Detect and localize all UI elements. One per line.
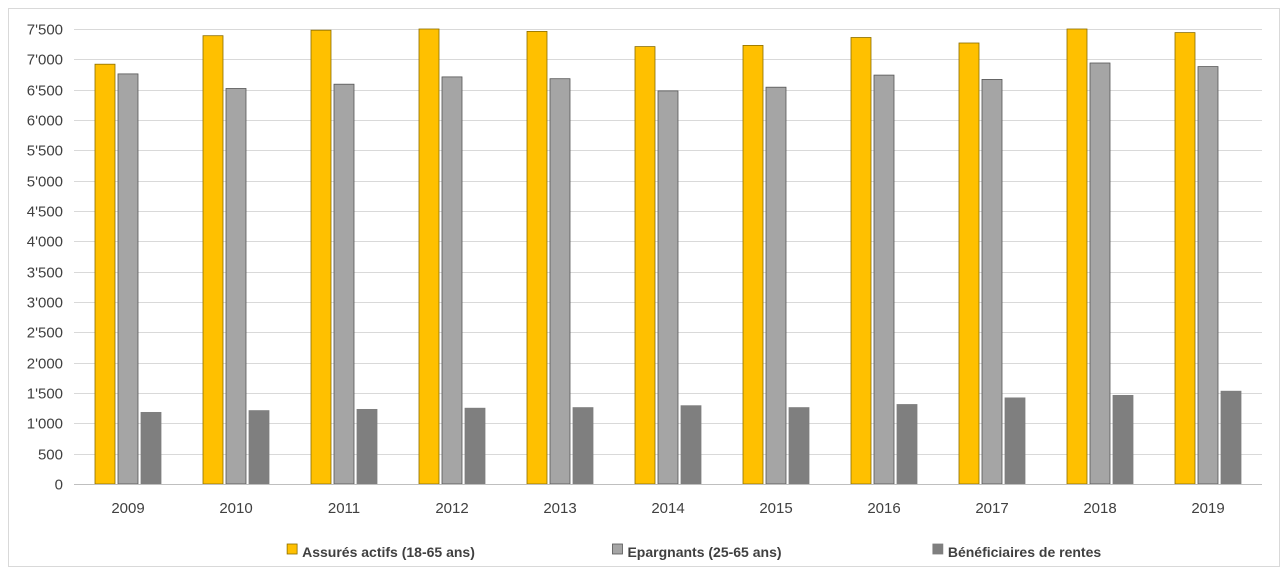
x-tick-label: 2017 bbox=[975, 500, 1008, 517]
bar-3-2017 bbox=[1004, 397, 1026, 485]
bar-1-2016 bbox=[850, 37, 872, 485]
bar-1-2014 bbox=[634, 46, 656, 485]
bar-2-2017 bbox=[981, 79, 1003, 485]
bar-2-2012 bbox=[441, 76, 463, 485]
x-tick-label: 2011 bbox=[328, 500, 360, 517]
legend-item: Bénéficiaires de rentes bbox=[932, 543, 1102, 560]
bar-1-2011 bbox=[310, 29, 332, 485]
x-tick-label: 2015 bbox=[759, 500, 792, 517]
x-tick-label: 2018 bbox=[1083, 500, 1116, 517]
bar-1-2018 bbox=[1066, 28, 1088, 485]
x-tick-label: 2009 bbox=[111, 500, 144, 517]
y-tick-label: 1'500 bbox=[27, 386, 63, 403]
bar-2-2016 bbox=[873, 74, 895, 485]
bar-1-2019 bbox=[1174, 32, 1196, 485]
legend: Assurés actifs (18-65 ans) Epargnants (25… bbox=[286, 543, 1102, 560]
bar-2-2014 bbox=[657, 90, 679, 485]
bar-3-2009 bbox=[140, 411, 162, 485]
bar-1-2015 bbox=[742, 45, 764, 485]
legend-label: Epargnants (25-65 ans) bbox=[627, 544, 781, 560]
legend-swatch bbox=[612, 543, 623, 555]
x-tick-label: 2012 bbox=[435, 500, 468, 517]
bar-3-2015 bbox=[788, 407, 810, 485]
bar-3-2011 bbox=[356, 408, 378, 485]
y-tick-label: 3'000 bbox=[27, 295, 63, 312]
y-tick-label: 4'500 bbox=[27, 204, 63, 221]
x-tick-label: 2013 bbox=[543, 500, 576, 517]
x-tick-label: 2016 bbox=[867, 500, 900, 517]
legend-item: Assurés actifs (18-65 ans) bbox=[286, 543, 475, 560]
bar-1-2009 bbox=[94, 63, 116, 485]
y-tick-label: 6'500 bbox=[27, 83, 63, 100]
bar-1-2010 bbox=[202, 35, 224, 485]
axes: 0 500 1'000 1'500 2'000 2'500 3'000 3'500 4'000 4… bbox=[27, 22, 1262, 517]
legend-item: Epargnants (25-65 ans) bbox=[612, 543, 782, 560]
bar-3-2010 bbox=[248, 410, 270, 485]
bar-2-2013 bbox=[549, 78, 571, 485]
bars bbox=[94, 28, 1242, 485]
y-tick-label: 5'500 bbox=[27, 143, 63, 160]
y-tick-label: 2'000 bbox=[27, 356, 63, 373]
bar-1-2017 bbox=[958, 42, 980, 485]
bar-3-2012 bbox=[464, 407, 486, 485]
bar-3-2016 bbox=[896, 404, 918, 485]
x-tick-label: 2014 bbox=[651, 500, 684, 517]
bar-3-2013 bbox=[572, 407, 594, 485]
bar-1-2013 bbox=[526, 30, 548, 485]
bar-3-2018 bbox=[1112, 394, 1134, 485]
legend-swatch bbox=[286, 543, 298, 555]
y-tick-label: 0 bbox=[55, 477, 63, 494]
y-tick-label: 7'500 bbox=[27, 22, 63, 39]
bar-2-2019 bbox=[1197, 66, 1219, 485]
x-tick-label: 2010 bbox=[219, 500, 252, 517]
y-tick-label: 500 bbox=[38, 447, 63, 464]
y-tick-label: 6'000 bbox=[27, 113, 63, 130]
y-tick-label: 4'000 bbox=[27, 234, 63, 251]
y-tick-label: 1'000 bbox=[27, 416, 63, 433]
legend-label: Bénéficiaires de rentes bbox=[948, 544, 1102, 560]
bar-3-2019 bbox=[1220, 390, 1242, 485]
x-tick-label: 2019 bbox=[1191, 500, 1224, 517]
y-tick-label: 2'500 bbox=[27, 325, 63, 342]
bar-2-2009 bbox=[117, 73, 139, 485]
bar-2-2018 bbox=[1089, 62, 1111, 485]
y-tick-label: 3'500 bbox=[27, 265, 63, 282]
y-tick-label: 5'000 bbox=[27, 174, 63, 191]
bar-2-2015 bbox=[765, 86, 787, 485]
legend-swatch bbox=[932, 543, 944, 555]
bar-3-2014 bbox=[680, 405, 702, 485]
y-tick-label: 7'000 bbox=[27, 52, 63, 69]
bar-1-2012 bbox=[418, 28, 440, 485]
legend-label: Assurés actifs (18-65 ans) bbox=[302, 544, 475, 560]
bar-2-2010 bbox=[225, 88, 247, 485]
bar-2-2011 bbox=[333, 83, 355, 485]
